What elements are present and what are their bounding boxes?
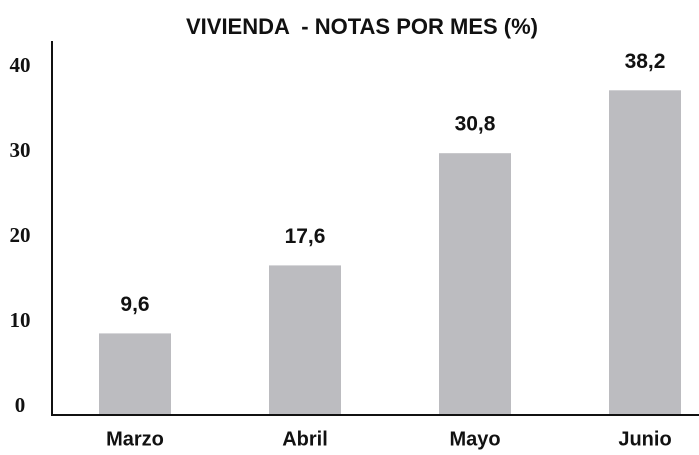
bar (269, 265, 341, 415)
bar (609, 90, 681, 416)
x-tick-label: Abril (282, 428, 328, 450)
x-tick-label: Junio (618, 428, 671, 450)
value-label: 30,8 (455, 113, 496, 136)
bar (439, 153, 511, 415)
y-tick-label: 40 (10, 53, 31, 77)
y-tick-label: 0 (15, 393, 26, 417)
value-label: 38,2 (625, 50, 666, 73)
value-label: 9,6 (120, 293, 149, 316)
bar (99, 333, 171, 415)
y-tick-label: 10 (10, 308, 31, 332)
y-tick-label: 20 (10, 223, 31, 247)
chart-title: VIVIENDA - NOTAS POR MES (%) (186, 14, 538, 39)
x-tick-label: Mayo (449, 428, 500, 450)
x-tick-label: Marzo (106, 428, 164, 450)
y-tick-label: 30 (10, 138, 31, 162)
value-label: 17,6 (285, 225, 326, 248)
